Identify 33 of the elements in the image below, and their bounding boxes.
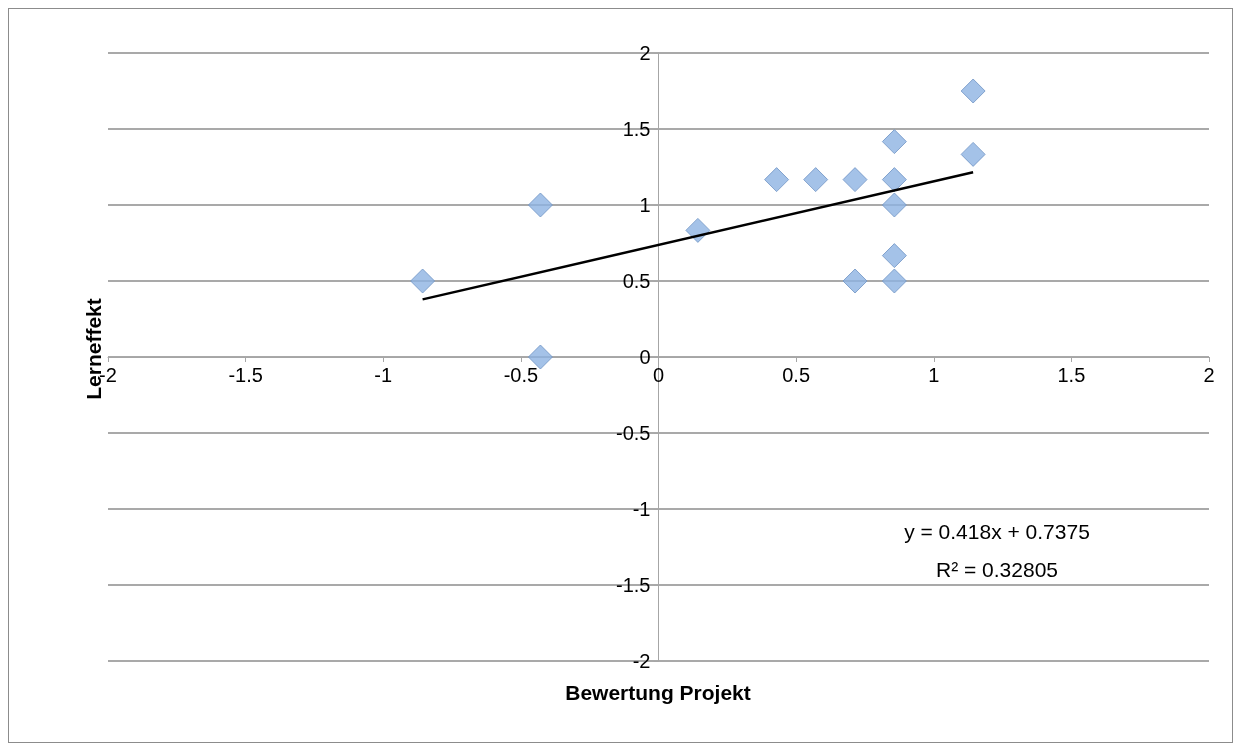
point bbox=[881, 129, 907, 155]
y-tick-label: 0 bbox=[639, 346, 651, 368]
point bbox=[803, 167, 829, 193]
x-tick-label: 1 bbox=[928, 364, 940, 386]
y-tick-label: 0.5 bbox=[622, 270, 651, 292]
point bbox=[764, 167, 790, 193]
point bbox=[881, 268, 907, 294]
point bbox=[410, 268, 436, 294]
y-tick-label: 2 bbox=[639, 42, 651, 64]
x-tick-label: -1.5 bbox=[228, 364, 263, 386]
y-tick-label: -1 bbox=[632, 498, 651, 520]
point bbox=[527, 344, 553, 370]
x-axis-title: Bewertung Projekt bbox=[565, 680, 751, 704]
y-tick-label: 1 bbox=[639, 194, 651, 216]
point bbox=[881, 167, 907, 193]
point bbox=[960, 141, 986, 167]
y-tick-label: 1.5 bbox=[622, 118, 651, 140]
annotation: y = 0.418x + 0.7375 bbox=[904, 519, 1090, 543]
y-tick-label: -1.5 bbox=[616, 574, 651, 596]
point bbox=[527, 192, 553, 218]
x-tick-label: 1.5 bbox=[1057, 364, 1086, 386]
x-tick-label: -1 bbox=[374, 364, 393, 386]
annotation: R² = 0.32805 bbox=[935, 557, 1059, 581]
x-tick-label: 0.5 bbox=[782, 364, 811, 386]
point bbox=[842, 268, 868, 294]
point bbox=[960, 78, 986, 104]
x-tick-label: 2 bbox=[1203, 364, 1215, 386]
y-tick-label: -0.5 bbox=[616, 422, 651, 444]
point bbox=[881, 243, 907, 269]
point bbox=[842, 167, 868, 193]
x-tick-label: -0.5 bbox=[503, 364, 539, 386]
y-tick-label: -2 bbox=[632, 650, 651, 672]
point bbox=[881, 192, 907, 218]
